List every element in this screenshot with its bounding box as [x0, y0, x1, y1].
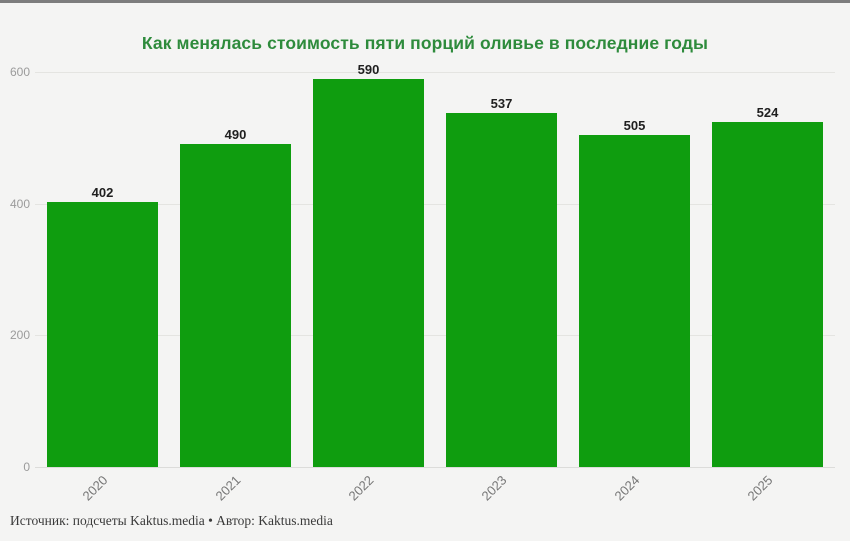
bar-2024 [579, 134, 690, 467]
y-tick-label-400: 400 [9, 196, 30, 211]
x-tick-label-2023: 2023 [477, 472, 510, 504]
gridline-600 [35, 72, 835, 73]
bar-value-label-2020: 402 [91, 185, 114, 201]
bar-value-label-2023: 537 [490, 96, 513, 112]
gridline-400 [35, 203, 835, 205]
x-tick-label-2022: 2022 [344, 472, 377, 504]
bar-2023 [446, 113, 557, 467]
gridline-200 [35, 335, 835, 337]
x-tick-label-2020: 2020 [78, 472, 111, 504]
y-tick-label-0: 0 [23, 460, 30, 474]
bar-2022 [313, 78, 424, 467]
top-border-strip [0, 0, 850, 3]
chart-title: Как менялась стоимость пяти порций оливь… [141, 32, 709, 53]
x-tick-label-2025: 2025 [743, 472, 776, 504]
bar-2021 [180, 144, 291, 467]
bar-2020 [47, 202, 158, 467]
source-attribution: Источник: подсчеты Kaktus.media • Автор:… [10, 513, 333, 528]
bar-2025 [712, 122, 823, 467]
x-tick-label-2024: 2024 [610, 472, 643, 504]
y-tick-label-600: 600 [9, 65, 30, 79]
gridline-0 [35, 467, 835, 468]
y-tick-label-200: 200 [9, 328, 30, 343]
bar-value-label-2021: 490 [224, 127, 247, 143]
bar-value-label-2025: 524 [756, 105, 779, 121]
x-tick-label-2021: 2021 [211, 472, 244, 504]
bar-value-label-2022: 590 [357, 61, 380, 77]
bar-value-label-2024: 505 [623, 117, 646, 133]
